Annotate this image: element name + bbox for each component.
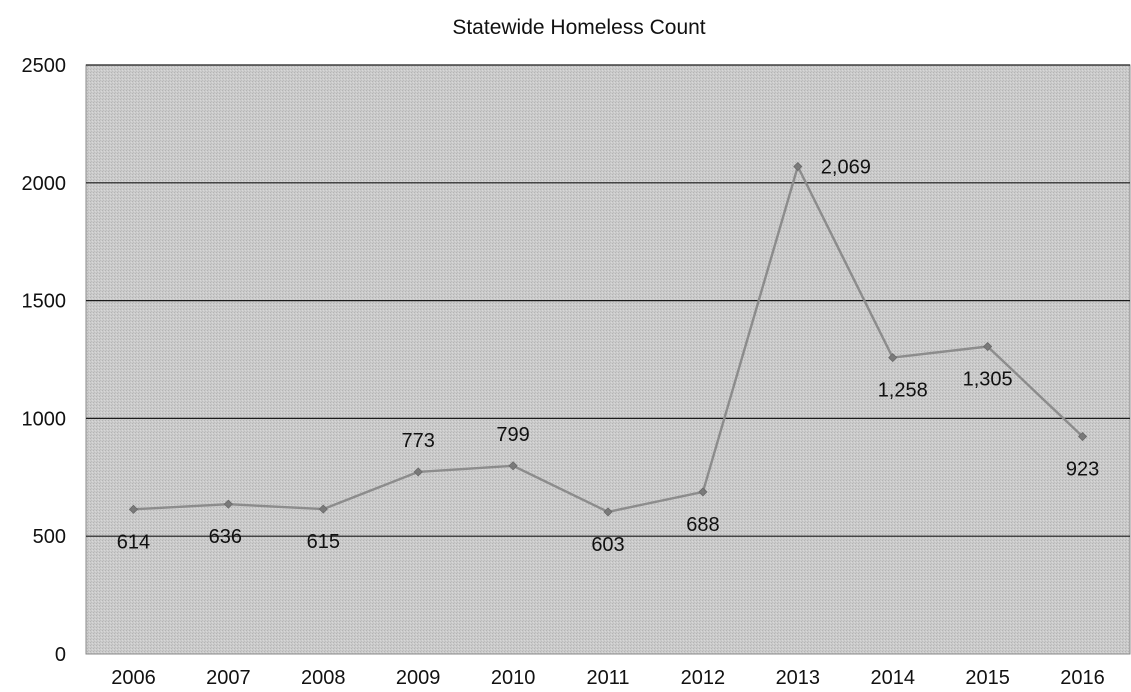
data-label: 688 [686,514,719,536]
series [128,161,1088,517]
y-tick-label: 500 [33,526,66,548]
data-label: 1,258 [878,380,928,402]
x-tick-label: 2013 [776,667,821,689]
data-point-marker [223,499,233,509]
y-axis-ticks: 0 500 1000 1500 2000 2500 [22,55,67,666]
x-tick-label: 2011 [586,667,629,689]
data-point-marker [413,467,423,477]
data-label: 614 [117,531,150,553]
data-label: 773 [401,430,434,452]
data-point-marker [983,341,993,352]
data-label: 615 [307,531,340,553]
data-point-marker [888,353,898,363]
x-tick-label: 2015 [965,667,1010,689]
data-label: 1,305 [963,369,1013,391]
y-tick-label: 1000 [22,408,67,430]
x-tick-label: 2016 [1060,667,1105,689]
x-tick-label: 2006 [111,667,156,689]
data-labels: 614 636 615 773 799 603 688 2,069 1,258 1,305 923 [117,157,1099,556]
x-tick-label: 2008 [301,667,346,689]
data-point-marker [1077,431,1088,442]
x-tick-label: 2007 [206,667,251,689]
chart-title: Statewide Homeless Count [452,16,705,39]
x-tick-label: 2014 [870,667,915,689]
y-tick-label: 2500 [22,55,67,77]
data-label: 799 [496,424,529,446]
plot-area [85,64,1131,655]
y-tick-label: 2000 [22,173,67,195]
data-point-marker [508,461,518,471]
x-tick-label: 2010 [491,667,536,689]
data-label: 2,069 [821,157,871,179]
data-label: 923 [1066,459,1099,481]
y-tick-label: 0 [55,644,66,666]
x-axis-ticks: 2006 2007 2008 2009 2010 2011 2012 2013 2014 2015… [111,667,1105,689]
y-tick-label: 1500 [22,291,67,313]
data-point-marker [603,507,613,517]
gridlines [86,64,1130,537]
data-point-marker [128,504,139,514]
data-point-marker [793,161,803,172]
x-tick-label: 2009 [396,667,441,689]
data-label: 636 [209,526,242,548]
x-tick-label: 2012 [681,667,726,689]
data-label: 603 [591,534,624,556]
data-point-marker [698,487,708,497]
data-point-marker [318,504,328,514]
